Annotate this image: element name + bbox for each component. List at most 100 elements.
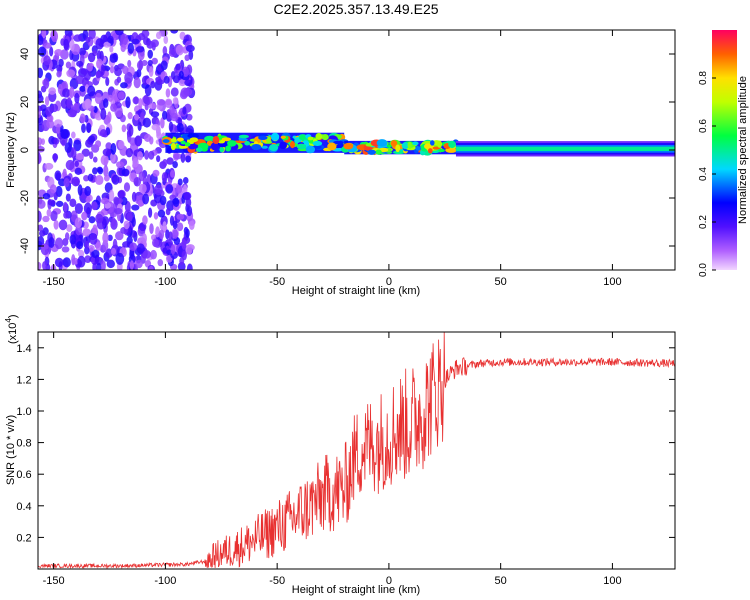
spectrogram-noise-cell	[125, 148, 134, 158]
spectrogram-noise-cell	[44, 96, 50, 107]
spectrogram-noise-cell	[50, 210, 58, 222]
spectrogram-band-layer	[455, 146, 675, 151]
spectrogram-band-cell	[305, 145, 316, 154]
spectrogram-noise-cell	[42, 261, 48, 270]
spectrogram-band-cell	[375, 149, 382, 155]
spectrogram-band-cell	[437, 140, 443, 148]
spectrogram-noise-cell	[46, 119, 55, 129]
spectrogram-band-cell	[195, 147, 203, 152]
spectrogram-noise-cell	[76, 241, 84, 250]
spectrogram-noise-cell	[105, 248, 113, 258]
spectrogram-noise-cell	[79, 85, 87, 92]
spectrogram-noise-cell	[170, 87, 179, 97]
spectrogram-noise-cell	[168, 48, 177, 58]
snr-y-tick-label: 1.0	[16, 406, 31, 418]
spectrogram-noise-cell	[184, 79, 193, 87]
spectrogram-noise-cell	[62, 257, 71, 268]
spectrogram-noise-cell	[127, 112, 133, 120]
spectrogram-band-cell	[188, 143, 197, 150]
spectrogram-noise-cell	[125, 96, 131, 109]
spectrogram-noise-cell	[43, 77, 50, 90]
spectrogram-noise-cell	[97, 167, 104, 175]
spectrogram-noise-cell	[103, 174, 110, 182]
spectrogram-noise-cell	[38, 261, 42, 270]
spectrogram-noise-cell	[177, 261, 186, 270]
spectrogram-band-cell	[412, 141, 419, 146]
spectrogram-noise-cell	[74, 167, 83, 176]
spectrogram-noise-cell	[54, 257, 64, 268]
spectrogram-noise-cell	[120, 43, 126, 53]
spectrogram-noise-cell	[152, 238, 160, 248]
spectrogram-noise-cell	[185, 244, 193, 255]
spectrogram-noise-cell	[61, 246, 70, 253]
spectrogram-noise-cell	[62, 168, 67, 179]
spectrogram-noise-cell	[69, 234, 77, 245]
spectrogram-noise-cell	[182, 177, 189, 184]
spectrogram-noise-cell	[38, 137, 43, 145]
spectrogram-noise-cell	[173, 153, 182, 160]
spectrogram-band-cell	[180, 140, 186, 145]
spectrogram-noise-cell	[103, 41, 111, 48]
spectrogram-noise-cell	[88, 30, 96, 40]
spectrogram-noise-cell	[69, 198, 77, 208]
spectrogram-noise-cell	[43, 42, 52, 49]
spectrogram-noise-cell	[71, 147, 77, 160]
spectrogram-noise-cell	[163, 35, 169, 45]
snr-panel: -150 -100 -50 0 50 100 0.20.40.60.81.01.21.4 …	[4, 314, 676, 596]
spectrogram-noise-cell	[182, 106, 187, 115]
spectrogram-noise-cell	[180, 152, 186, 163]
spectrogram-noise-cell	[164, 100, 173, 109]
spectrogram-noise-cell	[110, 142, 117, 155]
spectrogram-noise-cell	[110, 151, 116, 163]
spectrogram-noise-cell	[149, 136, 154, 145]
spectrogram-band-cell	[327, 142, 337, 151]
spectrogram-noise-cell	[111, 217, 117, 227]
spectrogram-noise-cell	[186, 263, 193, 270]
spectrogram-noise-cell	[53, 137, 60, 145]
spectrogram-noise-cell	[53, 153, 58, 163]
spectrogram-noise-cell	[148, 66, 154, 78]
spectrogram-noise-cell	[156, 155, 161, 163]
spectrogram-noise-cell	[75, 153, 85, 160]
spectrogram-noise-cell	[87, 52, 96, 63]
snr-y-tick-label: 1.4	[16, 343, 31, 355]
spectrogram-band-cell	[187, 133, 199, 139]
spectrogram-y-tick-label: 20	[19, 96, 31, 108]
snr-x-tick-label: -50	[269, 575, 285, 587]
spectrogram-noise-cell	[140, 112, 145, 120]
spectrogram-noise-cell	[123, 220, 130, 230]
spectrogram-band-cell	[312, 140, 323, 146]
spectrogram-noise-cell	[50, 103, 59, 113]
spectrogram-noise-cell	[95, 38, 104, 50]
spectrogram-band-cell	[251, 143, 262, 151]
spectrogram-noise-cell	[158, 229, 165, 240]
spectrogram-band-cell	[367, 149, 376, 155]
spectrogram-noise-cell	[157, 259, 164, 267]
spectrogram-noise-cell	[76, 60, 84, 67]
snr-x-label: Height of straight line (km)	[292, 584, 420, 596]
spectrogram-noise-cell	[137, 199, 144, 207]
spectrogram-noise-cell	[87, 173, 94, 182]
spectrogram-noise-cell	[48, 237, 55, 248]
spectrogram-noise-cell	[102, 231, 109, 244]
spectrogram-noise-cell	[78, 249, 85, 258]
spectrogram-noise-cell	[114, 30, 124, 36]
spectrogram-noise-cell	[146, 174, 152, 185]
spectrogram-noise-cell	[142, 233, 147, 244]
spectrogram-noise-cell	[99, 129, 108, 138]
spectrogram-band-cell	[227, 140, 237, 147]
snr-x-tick-label: -150	[43, 575, 65, 587]
spectrogram-noise-cell	[153, 184, 163, 196]
spectrogram-noise-cell	[109, 53, 118, 63]
spectrogram-noise-cell	[175, 44, 184, 56]
spectrogram-noise-cell	[151, 41, 156, 51]
spectrogram-noise-cell	[110, 103, 117, 112]
spectrogram-noise-cell	[184, 54, 190, 62]
spectrogram-noise-cell	[75, 74, 85, 85]
snr-x-tick-label: 50	[495, 575, 507, 587]
spectrogram-noise-cell	[92, 167, 98, 175]
spectrogram-noise-cell	[117, 91, 125, 100]
colorbar: 0.0 0.2 0.4 0.6 0.8 Normalized spectral ampl…	[698, 30, 749, 277]
figure-title: C2E2.2025.357.13.49.E25	[273, 1, 438, 17]
spectrogram-band-cell	[438, 148, 445, 153]
